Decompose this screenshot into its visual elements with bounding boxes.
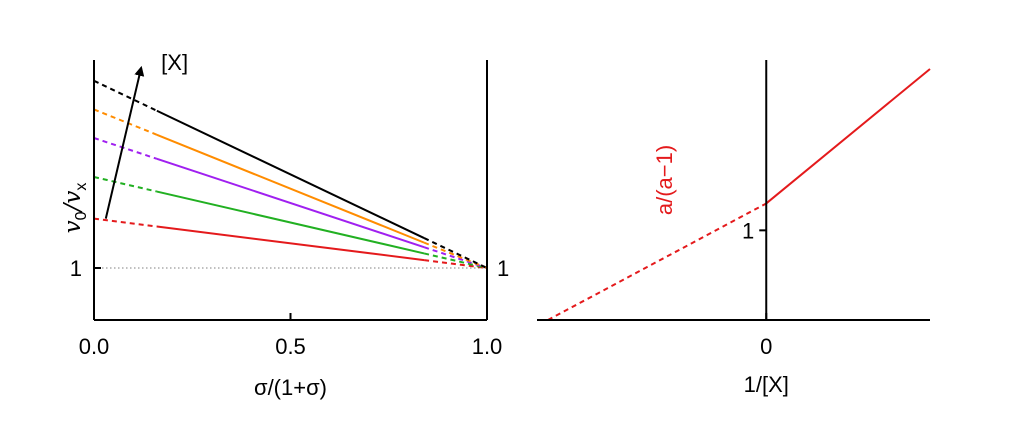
left-right-axis-label: 1 bbox=[497, 256, 509, 281]
ylabel-sub-0: 0 bbox=[73, 211, 90, 220]
series-1-start-dashed bbox=[93, 176, 158, 193]
series-1-end-dashed bbox=[423, 252, 488, 269]
left-x-ticks: 0.0 0.5 1.0 bbox=[79, 313, 503, 359]
series-label-a-over-a-minus-1: a/(a−1) bbox=[652, 145, 677, 215]
series-0-start-dashed bbox=[93, 217, 158, 228]
left-x-tick-label: 0.5 bbox=[275, 334, 306, 359]
series-3-middle-solid bbox=[156, 133, 425, 244]
right-x-tick-label: 0 bbox=[760, 334, 772, 359]
left-y-tick-label: 1 bbox=[70, 256, 82, 281]
series-line-solid bbox=[765, 68, 931, 205]
series-1-middle-solid bbox=[156, 190, 425, 255]
right-x-ticks: 0 bbox=[760, 313, 772, 359]
arrow-label: [X] bbox=[161, 50, 188, 75]
left-chart-panel: 0.0 0.5 1.0 1 1 [X] σ/(1+σ) v0/vx bbox=[60, 50, 509, 400]
increasing-x-arrow bbox=[104, 65, 145, 219]
series-4-start-dashed bbox=[93, 79, 158, 112]
right-chart-panel: 0 1 1/[X] a/(a−1) bbox=[537, 60, 931, 397]
ylabel-vx: v bbox=[60, 191, 86, 204]
ylabel-v0: v bbox=[60, 220, 86, 233]
series-3-start-dashed bbox=[93, 108, 158, 136]
series-4-end-dashed bbox=[423, 237, 488, 269]
left-x-axis-title: σ/(1+σ) bbox=[254, 375, 327, 400]
right-y-ticks: 1 bbox=[742, 218, 767, 243]
right-y-tick-label: 1 bbox=[742, 218, 754, 243]
series-2-middle-solid bbox=[156, 157, 425, 249]
series-2-start-dashed bbox=[93, 137, 158, 160]
right-x-axis-title: 1/[X] bbox=[744, 372, 789, 397]
left-x-tick-label: 0.0 bbox=[79, 334, 110, 359]
left-y-axis-title: v0/vx bbox=[60, 183, 90, 234]
left-x-tick-label: 1.0 bbox=[472, 334, 503, 359]
left-y-ticks: 1 bbox=[70, 256, 101, 281]
left-series-group bbox=[93, 79, 488, 269]
series-4-middle-solid bbox=[156, 109, 425, 239]
series-0-middle-solid bbox=[156, 225, 425, 262]
series-0-end-dashed bbox=[423, 259, 488, 269]
ylabel-slash: / bbox=[60, 201, 86, 213]
series-line-dashed-extrapolation bbox=[547, 202, 767, 321]
ylabel-sub-x: x bbox=[73, 183, 90, 191]
